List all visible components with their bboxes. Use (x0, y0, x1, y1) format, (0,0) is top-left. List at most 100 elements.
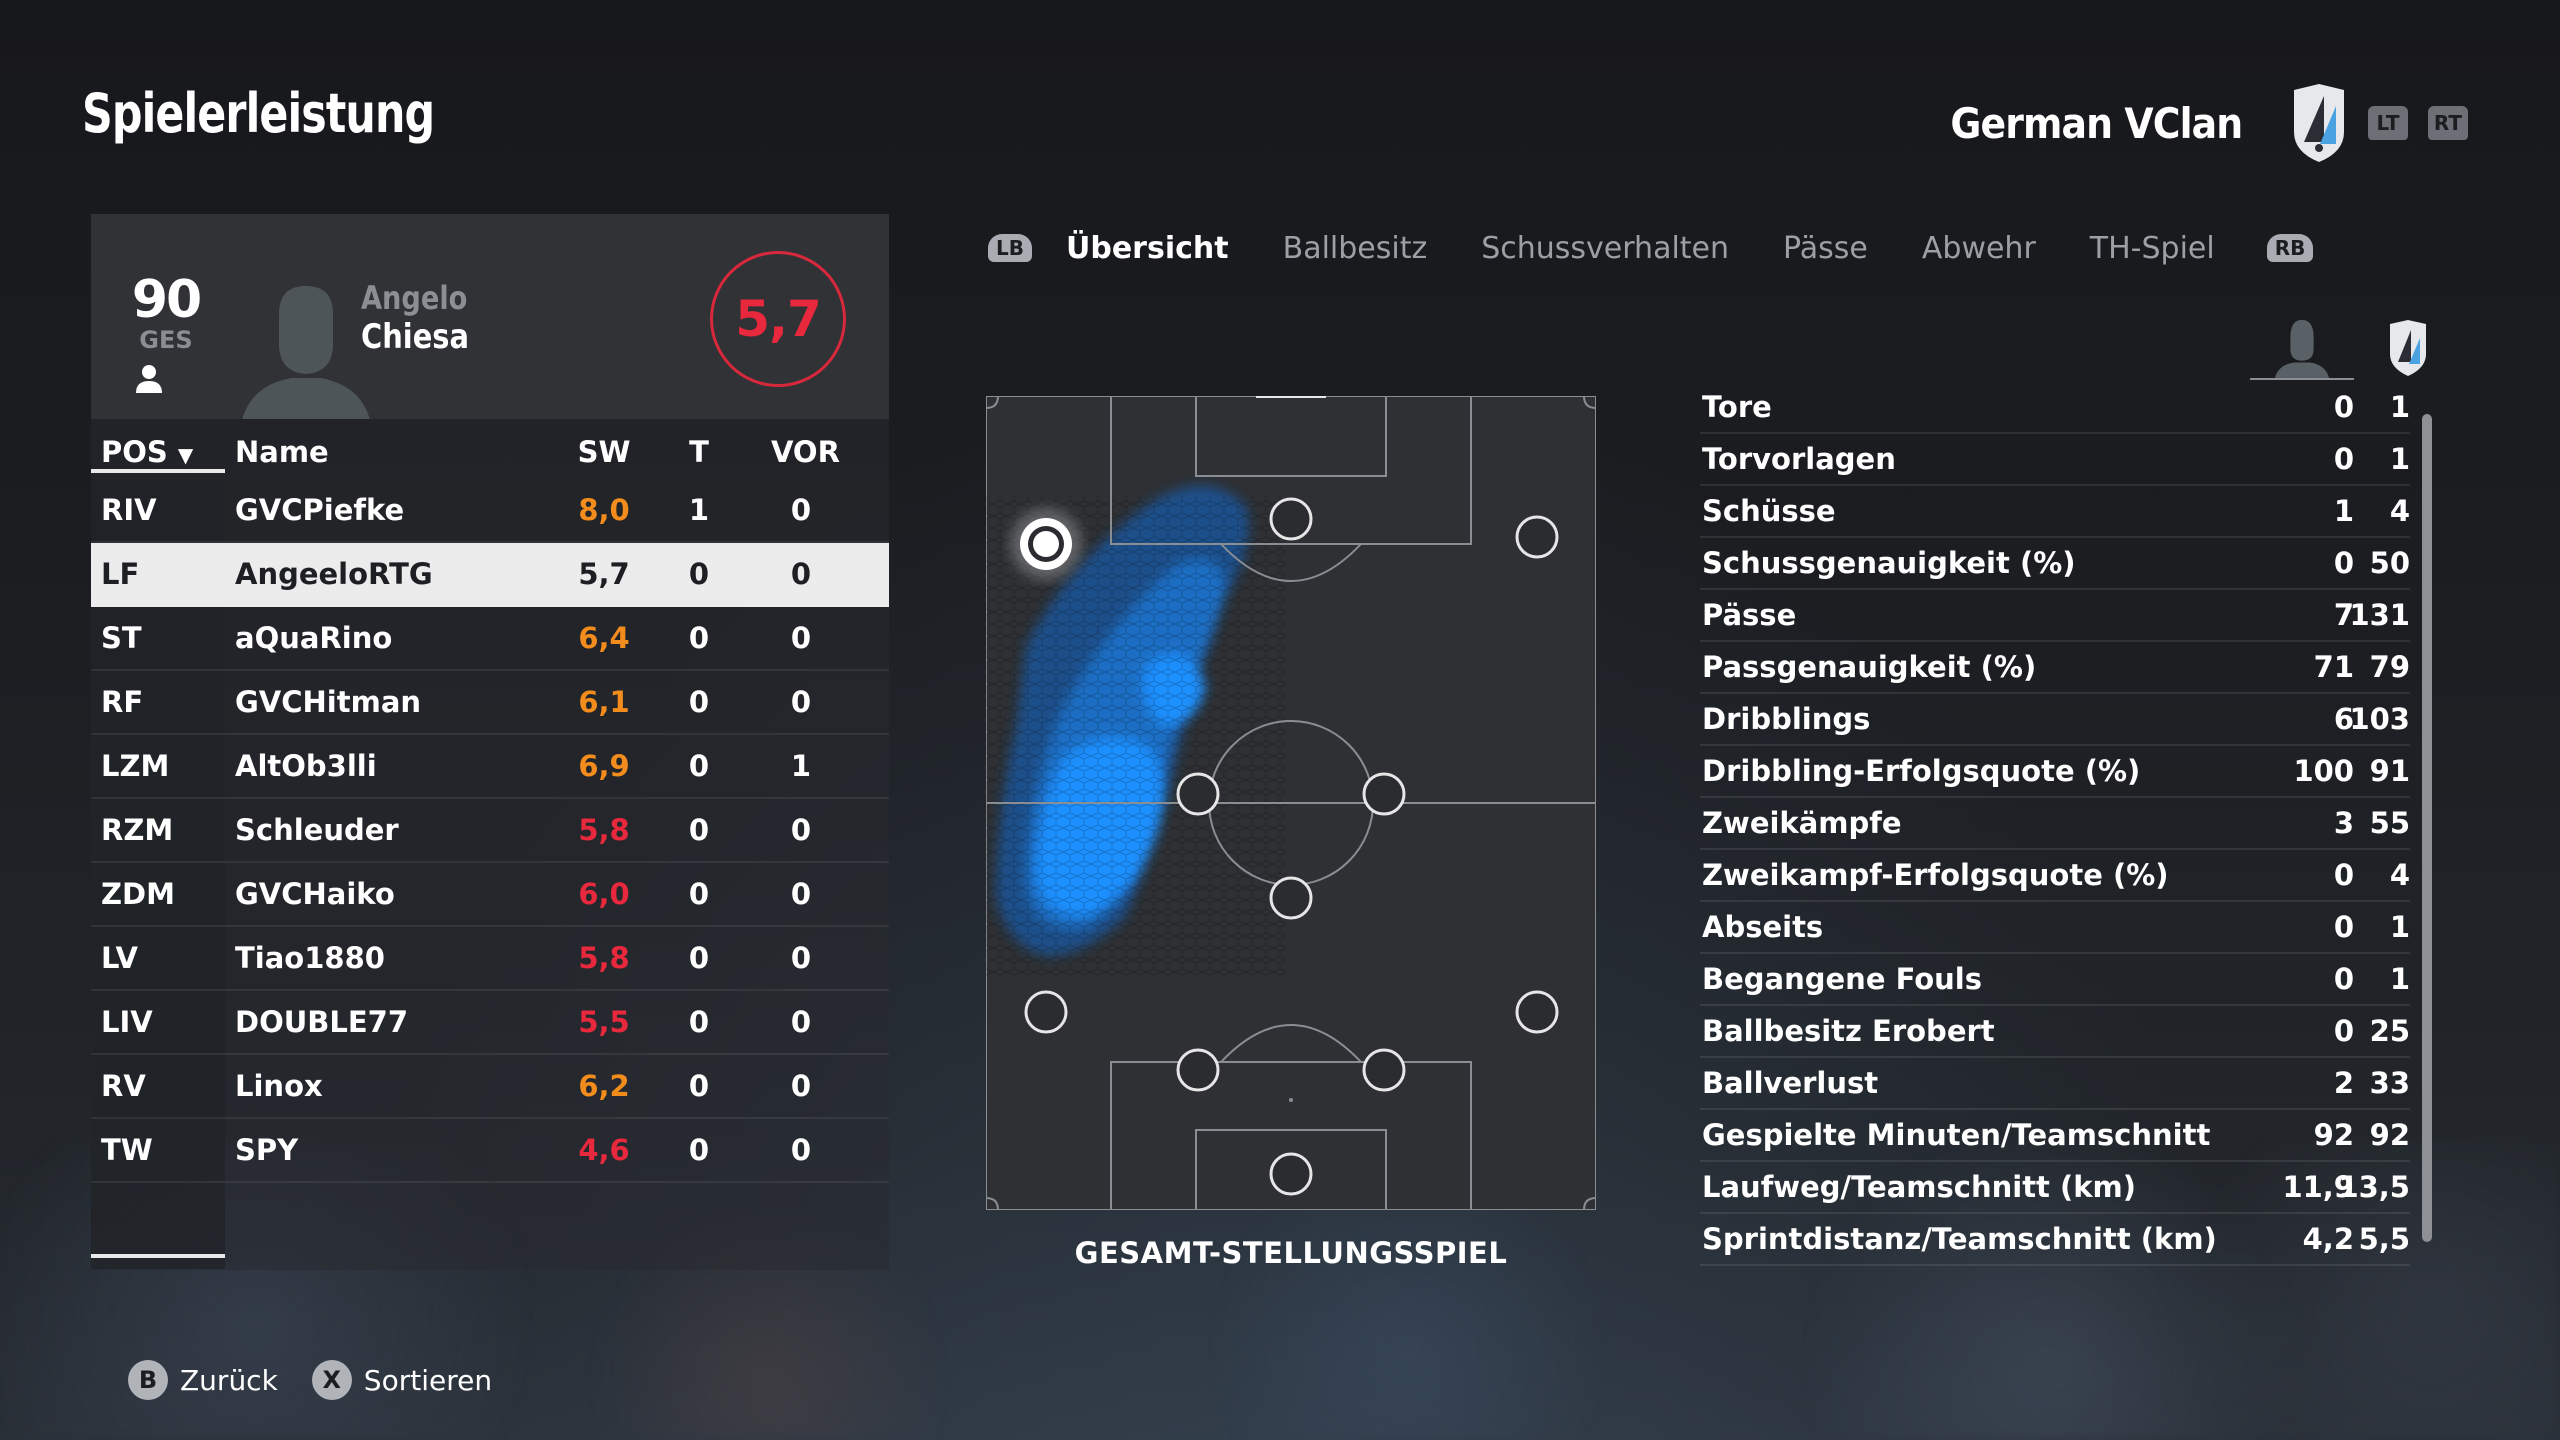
back-label[interactable]: Zurück (180, 1363, 278, 1397)
row-assists: 0 (790, 621, 812, 655)
tab-schussverhalten[interactable]: Schussverhalten (1481, 230, 1730, 266)
player-last-name: Chiesa (361, 317, 470, 357)
table-row[interactable]: RF GVCHitman 6,1 0 0 (91, 671, 889, 735)
stat-label: Passgenauigkeit (%) (1702, 650, 2037, 684)
stat-row: Ballbesitz Erobert 0 25 (1700, 1006, 2410, 1058)
position-column-underline (91, 1254, 225, 1258)
x-button-icon[interactable]: X (311, 1360, 352, 1400)
marker-zdm (1269, 876, 1313, 920)
table-row[interactable]: LF AngeeloRTG 5,7 0 0 (91, 543, 889, 607)
row-rating: 5,7 (578, 557, 630, 591)
row-rating: 6,1 (578, 685, 630, 719)
stat-team-value: 1 (2389, 390, 2410, 424)
row-assists: 0 (790, 877, 812, 911)
row-assists: 1 (790, 749, 812, 783)
row-goals: 0 (688, 621, 710, 655)
row-position: TW (101, 1133, 153, 1167)
stat-label: Tore (1702, 390, 1772, 424)
stat-player-value: 0 (2333, 442, 2354, 476)
heatmap-caption: GESAMT-STELLUNGSSPIEL (1074, 1236, 1508, 1270)
tab-th-spiel[interactable]: TH-Spiel (2089, 230, 2215, 266)
table-row[interactable]: LV Tiao1880 5,8 0 0 (91, 927, 889, 991)
row-assists: 0 (790, 685, 812, 719)
stat-label: Zweikampf-Erfolgsquote (%) (1702, 858, 2169, 892)
stat-row: Zweikampf-Erfolgsquote (%) 0 4 (1700, 850, 2410, 902)
stat-player-value: 0 (2333, 962, 2354, 996)
overall-value: 90 (131, 270, 202, 330)
rt-trigger-icon[interactable]: RT (2428, 106, 2468, 140)
marker-rv (1515, 990, 1559, 1034)
stat-label: Zweikämpfe (1702, 806, 1902, 840)
row-position: RF (101, 685, 144, 719)
column-header-name[interactable]: Name (235, 435, 329, 469)
marker-liv (1176, 1048, 1220, 1092)
column-header-t[interactable]: T (689, 435, 709, 469)
tab-paesse[interactable]: Pässe (1783, 230, 1868, 266)
row-assists: 0 (790, 1133, 812, 1167)
tab-uebersicht[interactable]: Übersicht (1066, 230, 1229, 266)
table-row[interactable]: LIV DOUBLE77 5,5 0 0 (91, 991, 889, 1055)
row-assists: 0 (790, 941, 812, 975)
row-player-name: Linox (235, 1069, 323, 1103)
row-assists: 0 (790, 1069, 812, 1103)
stat-team-value: 1 (2389, 910, 2410, 944)
row-position: LIV (101, 1005, 153, 1039)
marker-tw (1269, 1152, 1313, 1196)
row-goals: 0 (688, 813, 710, 847)
stat-label: Ballverlust (1702, 1066, 1879, 1100)
stat-team-value: 92 (2369, 1118, 2410, 1152)
column-header-vor[interactable]: VOR (771, 435, 840, 469)
stat-row: Schussgenauigkeit (%) 0 50 (1700, 538, 2410, 590)
stat-player-value: 7 (2333, 598, 2354, 632)
table-row[interactable]: ZDM GVCHaiko 6,0 0 0 (91, 863, 889, 927)
stat-row: Begangene Fouls 0 1 (1700, 954, 2410, 1006)
table-row[interactable]: ST aQuaRino 6,4 0 0 (91, 607, 889, 671)
stat-label: Gespielte Minuten/Teamschnitt (1702, 1118, 2211, 1152)
rb-bumper-icon[interactable]: RB (2266, 234, 2314, 262)
stat-row: Zweikämpfe 3 55 (1700, 798, 2410, 850)
marker-st (1269, 497, 1313, 541)
table-row[interactable]: LZM AltOb3lli 6,9 0 1 (91, 735, 889, 799)
row-player-name: GVCPiefke (235, 493, 405, 527)
stat-label: Dribbling-Erfolgsquote (%) (1702, 754, 2141, 788)
row-rating: 5,8 (578, 813, 630, 847)
stat-player-value: 11,9 (2282, 1170, 2354, 1204)
stat-label: Dribblings (1702, 702, 1871, 736)
footer-controls: B Zurück X Sortieren (128, 1360, 492, 1400)
marker-selected-lf (1010, 508, 1082, 580)
stat-player-value: 0 (2333, 858, 2354, 892)
stat-team-value: 5,5 (2358, 1222, 2410, 1256)
b-button-icon[interactable]: B (128, 1360, 168, 1400)
row-goals: 0 (688, 685, 710, 719)
stat-label: Pässe (1702, 598, 1797, 632)
row-rating: 8,0 (578, 493, 630, 527)
stat-player-value: 71 (2313, 650, 2354, 684)
row-goals: 0 (688, 557, 710, 591)
stats-scrollbar[interactable] (2422, 414, 2432, 1242)
stats-column-icons (2250, 316, 2450, 380)
table-row[interactable]: RIV GVCPiefke 8,0 1 0 (91, 479, 889, 543)
table-row[interactable]: RZM Schleuder 5,8 0 0 (91, 799, 889, 863)
stat-row: Sprintdistanz/Teamschnitt (km) 4,2 5,5 (1700, 1214, 2410, 1266)
marker-riv (1362, 1048, 1406, 1092)
stat-label: Schussgenauigkeit (%) (1702, 546, 2076, 580)
stat-row: Laufweg/Teamschnitt (km) 11,9 13,5 (1700, 1162, 2410, 1214)
row-goals: 0 (688, 877, 710, 911)
tab-abwehr[interactable]: Abwehr (1921, 230, 2036, 266)
stat-player-value: 0 (2333, 390, 2354, 424)
table-row[interactable]: RV Linox 6,2 0 0 (91, 1055, 889, 1119)
sort-label[interactable]: Sortieren (363, 1363, 493, 1397)
lt-trigger-icon[interactable]: LT (2368, 106, 2408, 140)
table-row[interactable]: TW SPY 4,6 0 0 (91, 1119, 889, 1183)
column-header-pos[interactable]: POS ▼ (101, 435, 193, 469)
row-position: RZM (101, 813, 174, 847)
marker-rzm (1362, 772, 1406, 816)
team-name: German VClan (1950, 98, 2243, 148)
lb-bumper-icon[interactable]: LB (988, 234, 1032, 262)
tab-ballbesitz[interactable]: Ballbesitz (1282, 230, 1428, 266)
overall-rating: 90 GES (121, 274, 211, 354)
stat-player-value: 100 (2293, 754, 2354, 788)
stat-team-value: 103 (2349, 702, 2410, 736)
column-header-sw[interactable]: SW (577, 435, 631, 469)
row-assists: 0 (790, 1005, 812, 1039)
